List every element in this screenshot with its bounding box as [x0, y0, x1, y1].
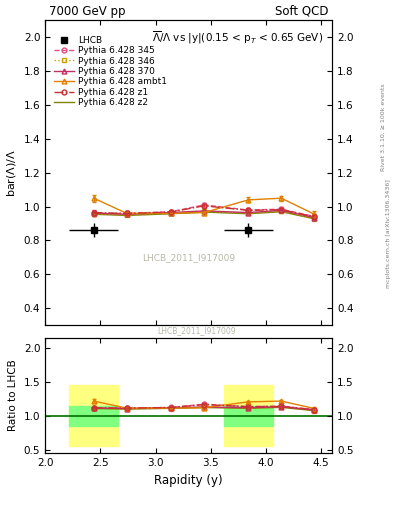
Bar	[70, 386, 118, 446]
Text: Soft QCD: Soft QCD	[275, 5, 328, 18]
Bar	[224, 386, 272, 446]
Y-axis label: Ratio to LHCB: Ratio to LHCB	[8, 359, 18, 432]
Pythia 6.428 z2	[125, 212, 129, 219]
Text: 7000 GeV pp: 7000 GeV pp	[49, 5, 126, 18]
Pythia 6.428 z2	[92, 211, 96, 217]
X-axis label: Rapidity (y): Rapidity (y)	[154, 474, 223, 486]
Pythia 6.428 z2	[169, 210, 173, 217]
Y-axis label: bar($\Lambda$)/$\Lambda$: bar($\Lambda$)/$\Lambda$	[5, 149, 18, 197]
Pythia 6.428 z2	[312, 216, 317, 222]
Pythia 6.428 z2	[246, 210, 251, 217]
Legend: LHCB, Pythia 6.428 345, Pythia 6.428 346, Pythia 6.428 370, Pythia 6.428 ambt1, : LHCB, Pythia 6.428 345, Pythia 6.428 346…	[53, 34, 169, 109]
Text: LHCB_2011_I917009: LHCB_2011_I917009	[142, 253, 235, 263]
Text: $\overline{\Lambda}/\Lambda$ vs |y|(0.15 < p$_T$ < 0.65 GeV): $\overline{\Lambda}/\Lambda$ vs |y|(0.15…	[152, 30, 323, 46]
Bar	[70, 406, 118, 426]
Bar	[224, 406, 272, 426]
Line: Pythia 6.428 z2: Pythia 6.428 z2	[94, 212, 314, 219]
Text: mcplots.cern.ch [arXiv:1306.3436]: mcplots.cern.ch [arXiv:1306.3436]	[386, 179, 391, 288]
Text: LHCB_2011_I917009: LHCB_2011_I917009	[157, 326, 236, 335]
Pythia 6.428 z2	[279, 209, 284, 215]
Text: Rivet 3.1.10, ≥ 100k events: Rivet 3.1.10, ≥ 100k events	[381, 83, 386, 171]
Pythia 6.428 z2	[202, 209, 206, 215]
